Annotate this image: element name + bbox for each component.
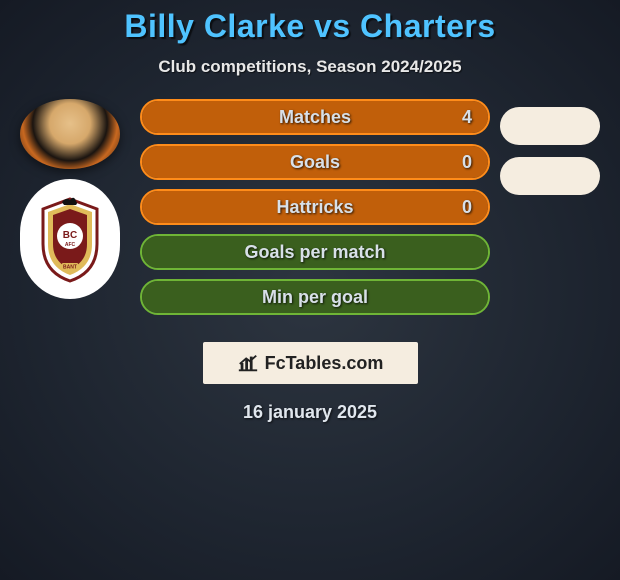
player-column-right <box>490 99 610 324</box>
stat-bar: Goals per match <box>140 234 490 270</box>
stat-row: Matches4 <box>140 99 490 135</box>
stat-row: Hattricks0 <box>140 189 490 225</box>
chart-icon <box>237 353 259 373</box>
generated-date: 16 january 2025 <box>0 402 620 423</box>
svg-text:BC: BC <box>63 230 77 241</box>
stat-label: Goals <box>142 152 488 173</box>
player-column-left: BC AFC BANT <box>10 99 130 324</box>
stat-label: Goals per match <box>142 242 488 263</box>
stat-value: 4 <box>462 107 472 128</box>
stat-label: Min per goal <box>142 287 488 308</box>
svg-text:BANT: BANT <box>63 265 77 271</box>
stat-bar: Matches4 <box>140 99 490 135</box>
club-crest: BC AFC BANT <box>20 179 120 299</box>
player-avatar <box>20 99 120 169</box>
stat-row: Goals0 <box>140 144 490 180</box>
opponent-pill <box>500 107 600 145</box>
watermark: FcTables.com <box>203 342 418 384</box>
stats-rows: Matches4Goals0Hattricks0Goals per matchM… <box>140 99 490 324</box>
stat-label: Hattricks <box>142 197 488 218</box>
stat-value: 0 <box>462 152 472 173</box>
stat-value: 0 <box>462 197 472 218</box>
stat-bar: Goals0 <box>140 144 490 180</box>
stat-label: Matches <box>142 107 488 128</box>
season-subtitle: Club competitions, Season 2024/2025 <box>0 57 620 77</box>
svg-text:AFC: AFC <box>65 242 76 248</box>
crest-icon: BC AFC BANT <box>35 194 105 284</box>
stat-row: Goals per match <box>140 234 490 270</box>
comparison-title: Billy Clarke vs Charters <box>0 0 620 45</box>
stat-bar: Min per goal <box>140 279 490 315</box>
content-region: BC AFC BANT Matches4Goals0Hattricks0Goal… <box>0 99 620 324</box>
stat-row: Min per goal <box>140 279 490 315</box>
watermark-text: FcTables.com <box>265 353 384 374</box>
stat-bar: Hattricks0 <box>140 189 490 225</box>
opponent-pill <box>500 157 600 195</box>
